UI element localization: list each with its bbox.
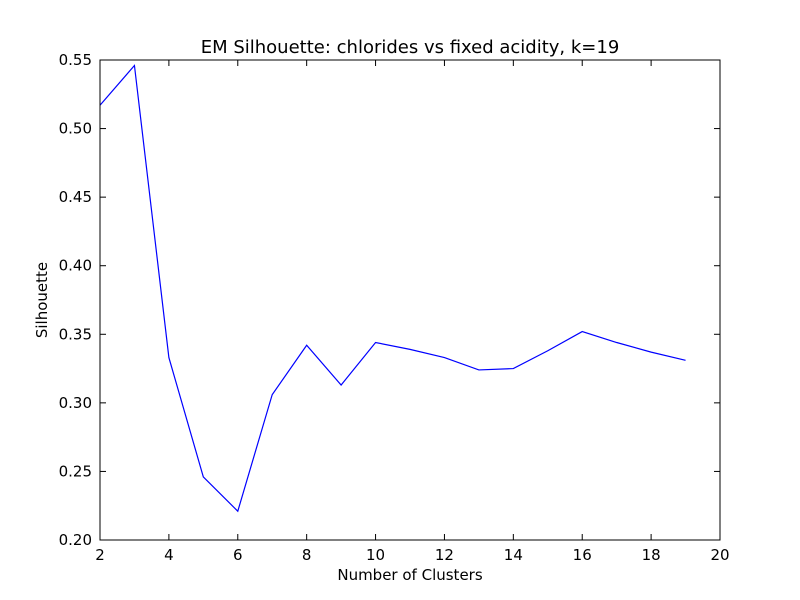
y-tick-label: 0.55 — [59, 51, 92, 69]
chart-title: EM Silhouette: chlorides vs fixed acidit… — [201, 37, 620, 58]
y-tick-label: 0.35 — [59, 325, 92, 343]
y-tick-label: 0.30 — [59, 394, 92, 412]
plot-frame — [99, 59, 721, 541]
x-tick-label: 4 — [164, 546, 174, 564]
x-tick-label: 8 — [302, 546, 312, 564]
x-tick-label: 10 — [366, 546, 385, 564]
y-tick-label: 0.50 — [59, 120, 92, 138]
axis-ticks — [99, 59, 721, 541]
x-tick-label: 12 — [435, 546, 454, 564]
x-tick-label: 2 — [95, 546, 105, 564]
x-axis-label: Number of Clusters — [337, 566, 482, 584]
tick-labels: 2 4 6 8 10 12 14 16 18 20 0.20 0.25 0.30 0.35 0.40 0.45… — [59, 51, 730, 564]
y-tick-label: 0.25 — [59, 462, 92, 480]
plot-lines — [99, 64, 686, 513]
x-tick-label: 6 — [233, 546, 243, 564]
x-tick-label: 16 — [573, 546, 592, 564]
y-axis-label: Silhouette — [33, 262, 51, 338]
x-tick-label: 14 — [504, 546, 523, 564]
y-tick-label: 0.40 — [59, 257, 92, 275]
x-tick-label: 20 — [710, 546, 729, 564]
y-tick-label: 0.20 — [59, 531, 92, 549]
x-tick-label: 18 — [642, 546, 661, 564]
y-tick-label: 0.45 — [59, 188, 92, 206]
series-line — [99, 64, 686, 513]
